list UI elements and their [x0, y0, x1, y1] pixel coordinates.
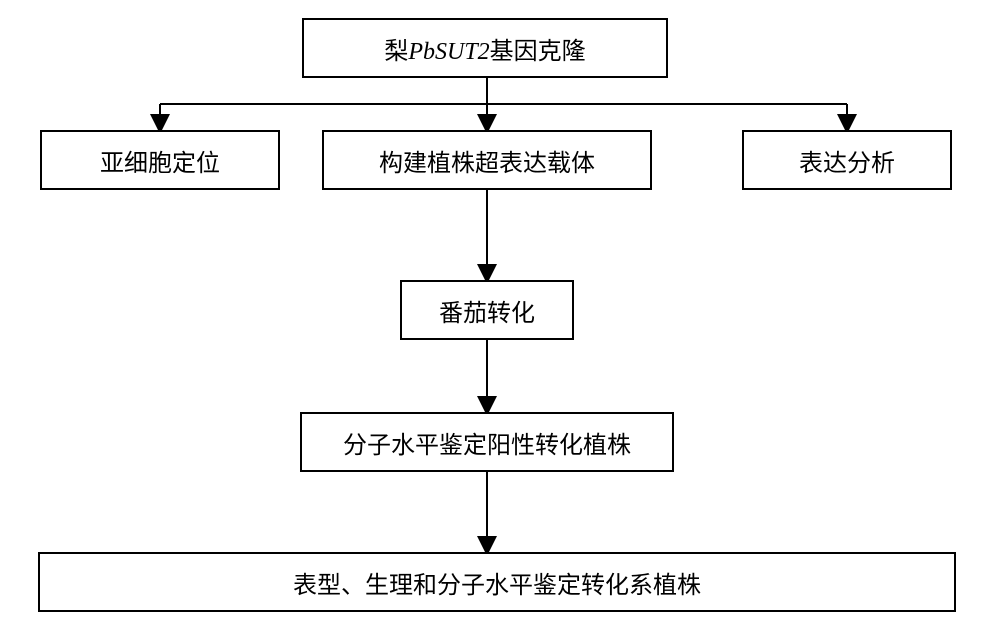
flow-node-n5: 番茄转化: [400, 280, 574, 340]
flow-node-label: 表型、生理和分子水平鉴定转化系植株: [293, 565, 701, 600]
flow-node-n7: 表型、生理和分子水平鉴定转化系植株: [38, 552, 956, 612]
flow-node-label: 亚细胞定位: [100, 143, 220, 178]
flow-node-label: 表达分析: [799, 143, 895, 178]
flow-node-n6: 分子水平鉴定阳性转化植株: [300, 412, 674, 472]
flow-node-n2: 亚细胞定位: [40, 130, 280, 190]
flowchart-canvas: 梨PbSUT2基因克隆亚细胞定位 构建植株超表达载体 表达分析番茄转化分子水平鉴定阳…: [0, 0, 1000, 632]
flow-node-n4: 表达分析: [742, 130, 952, 190]
flow-node-n3: 构建植株超表达载体: [322, 130, 652, 190]
flow-node-label: 梨PbSUT2基因克隆: [384, 31, 585, 66]
flow-node-label: 分子水平鉴定阳性转化植株: [343, 425, 631, 460]
flow-node-label: 构建植株超表达载体: [379, 143, 595, 178]
flow-node-label: 番茄转化: [439, 293, 535, 328]
flow-node-n1: 梨PbSUT2基因克隆: [302, 18, 668, 78]
